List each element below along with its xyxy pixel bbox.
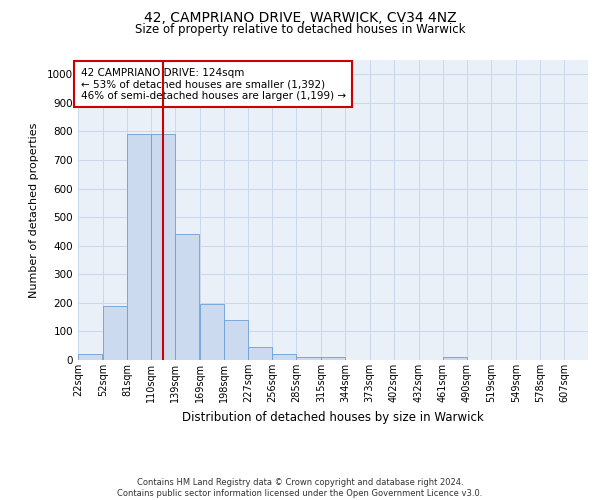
Bar bbox=[103, 306, 127, 360]
Text: Size of property relative to detached houses in Warwick: Size of property relative to detached ho… bbox=[135, 22, 465, 36]
Bar bbox=[443, 357, 467, 360]
Bar bbox=[200, 304, 224, 360]
Bar bbox=[272, 354, 296, 360]
Text: Contains HM Land Registry data © Crown copyright and database right 2024.
Contai: Contains HM Land Registry data © Crown c… bbox=[118, 478, 482, 498]
X-axis label: Distribution of detached houses by size in Warwick: Distribution of detached houses by size … bbox=[182, 410, 484, 424]
Text: 42 CAMPRIANO DRIVE: 124sqm
← 53% of detached houses are smaller (1,392)
46% of s: 42 CAMPRIANO DRIVE: 124sqm ← 53% of deta… bbox=[80, 68, 346, 100]
Bar bbox=[175, 234, 199, 360]
Bar bbox=[151, 134, 175, 360]
Y-axis label: Number of detached properties: Number of detached properties bbox=[29, 122, 38, 298]
Bar bbox=[224, 320, 248, 360]
Bar bbox=[322, 357, 346, 360]
Bar bbox=[296, 356, 320, 360]
Bar bbox=[248, 346, 272, 360]
Bar bbox=[78, 354, 102, 360]
Bar bbox=[127, 134, 151, 360]
Text: 42, CAMPRIANO DRIVE, WARWICK, CV34 4NZ: 42, CAMPRIANO DRIVE, WARWICK, CV34 4NZ bbox=[143, 11, 457, 25]
